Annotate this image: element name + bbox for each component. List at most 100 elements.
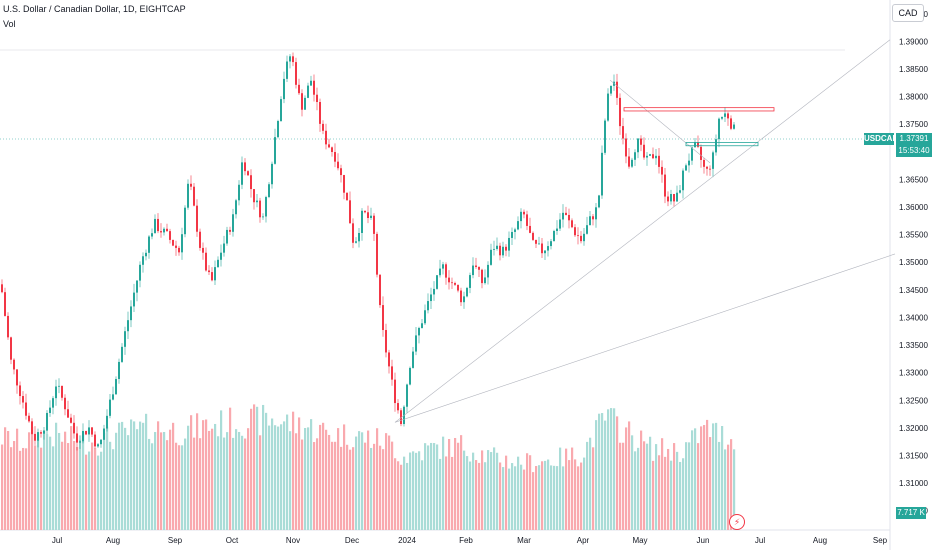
candle-body bbox=[88, 427, 90, 435]
last-price-value: 1.37391 bbox=[899, 134, 929, 143]
candle-body bbox=[454, 283, 456, 285]
y-tick-label: 1.37500 bbox=[899, 120, 928, 129]
volume-bar bbox=[679, 461, 682, 530]
volume-bar bbox=[520, 464, 523, 530]
volume-bar bbox=[229, 407, 232, 530]
candle-body bbox=[340, 168, 342, 176]
candle-body bbox=[148, 236, 150, 253]
volume-bar bbox=[220, 410, 223, 530]
volume-bar bbox=[322, 422, 325, 530]
candle-body bbox=[469, 275, 471, 288]
candle-body bbox=[97, 444, 99, 447]
volume-bar bbox=[727, 444, 730, 530]
volume-bar bbox=[259, 435, 262, 530]
volume-bar bbox=[82, 432, 85, 530]
candle-body bbox=[31, 421, 33, 434]
volume-bar bbox=[199, 438, 202, 530]
volume-bar bbox=[46, 434, 49, 530]
candle-body bbox=[34, 433, 36, 441]
candle-body bbox=[694, 142, 696, 148]
volume-bar bbox=[625, 427, 628, 530]
volume-bar bbox=[268, 425, 271, 530]
x-tick-label: Jul bbox=[52, 536, 62, 545]
volume-bar bbox=[511, 463, 514, 530]
candle-body bbox=[154, 218, 156, 234]
candle-body bbox=[631, 159, 633, 167]
volume-bar bbox=[721, 426, 724, 530]
volume-bar bbox=[658, 455, 661, 530]
candle-body bbox=[310, 80, 312, 86]
candle-body bbox=[313, 80, 315, 95]
x-tick-label: Sep bbox=[168, 536, 183, 545]
volume-bar bbox=[265, 412, 268, 530]
candle-body bbox=[367, 212, 369, 219]
resistance-box[interactable] bbox=[623, 107, 775, 112]
candle-body bbox=[157, 218, 159, 232]
volume-bar bbox=[469, 461, 472, 530]
trendline[interactable] bbox=[609, 79, 711, 164]
candle-body bbox=[139, 264, 141, 281]
volume-bar bbox=[76, 447, 79, 530]
volume-bar bbox=[121, 421, 124, 530]
candle-body bbox=[436, 275, 438, 289]
candle-body bbox=[214, 267, 216, 281]
x-tick-label: Mar bbox=[517, 536, 531, 545]
candle-body bbox=[610, 85, 612, 94]
candle-body bbox=[703, 159, 705, 167]
volume-bar bbox=[160, 432, 163, 530]
candle-body bbox=[535, 239, 537, 244]
volume-bar bbox=[595, 420, 598, 530]
candle-body bbox=[325, 130, 327, 145]
volume-bar bbox=[79, 435, 82, 530]
candle-body bbox=[649, 154, 651, 156]
candle-body bbox=[85, 431, 87, 435]
trendline[interactable] bbox=[394, 253, 896, 423]
volume-bar bbox=[418, 451, 421, 530]
volume-bar bbox=[205, 419, 208, 530]
candle-body bbox=[217, 259, 219, 268]
currency-button[interactable]: CAD bbox=[892, 4, 924, 22]
volume-bar bbox=[166, 440, 169, 530]
candle-body bbox=[673, 194, 675, 202]
volume-bar bbox=[109, 441, 112, 530]
candle-body bbox=[487, 264, 489, 278]
symbol-label: USDCAD bbox=[864, 133, 899, 145]
volume-bar bbox=[181, 445, 184, 530]
lightning-icon[interactable]: ⚡ bbox=[729, 514, 745, 530]
volume-bar bbox=[346, 444, 349, 530]
volume-bar bbox=[613, 408, 616, 530]
volume-bar bbox=[655, 444, 658, 530]
volume-bar bbox=[697, 443, 700, 530]
candle-body bbox=[163, 228, 165, 233]
volume-bar bbox=[97, 455, 100, 530]
candle-body bbox=[16, 369, 18, 386]
trendline[interactable] bbox=[394, 39, 891, 423]
volume-bar bbox=[88, 451, 91, 530]
candle-body bbox=[709, 168, 711, 170]
volume-bar bbox=[187, 425, 190, 530]
candle-body bbox=[409, 367, 411, 385]
candle-body bbox=[46, 412, 48, 431]
candle-body bbox=[112, 394, 114, 400]
volume-bar bbox=[628, 421, 631, 530]
candle-body bbox=[517, 221, 519, 230]
volume-bar bbox=[643, 441, 646, 530]
volume-bar bbox=[556, 466, 559, 530]
candle-body bbox=[505, 246, 507, 251]
candle-body bbox=[520, 211, 522, 222]
volume-bar bbox=[331, 441, 334, 530]
volume-bar bbox=[589, 437, 592, 530]
volume-bar bbox=[64, 431, 67, 530]
candle-body bbox=[730, 118, 732, 129]
candle-body bbox=[463, 296, 465, 303]
support-box[interactable] bbox=[685, 142, 759, 147]
volume-bar bbox=[412, 451, 415, 530]
candle-body bbox=[40, 432, 42, 434]
candle-body bbox=[298, 84, 300, 94]
volume-bar bbox=[688, 442, 691, 530]
volume-bar bbox=[232, 437, 235, 530]
volume-bar bbox=[379, 445, 382, 530]
candle-body bbox=[382, 305, 384, 331]
volume-bar bbox=[100, 451, 103, 530]
